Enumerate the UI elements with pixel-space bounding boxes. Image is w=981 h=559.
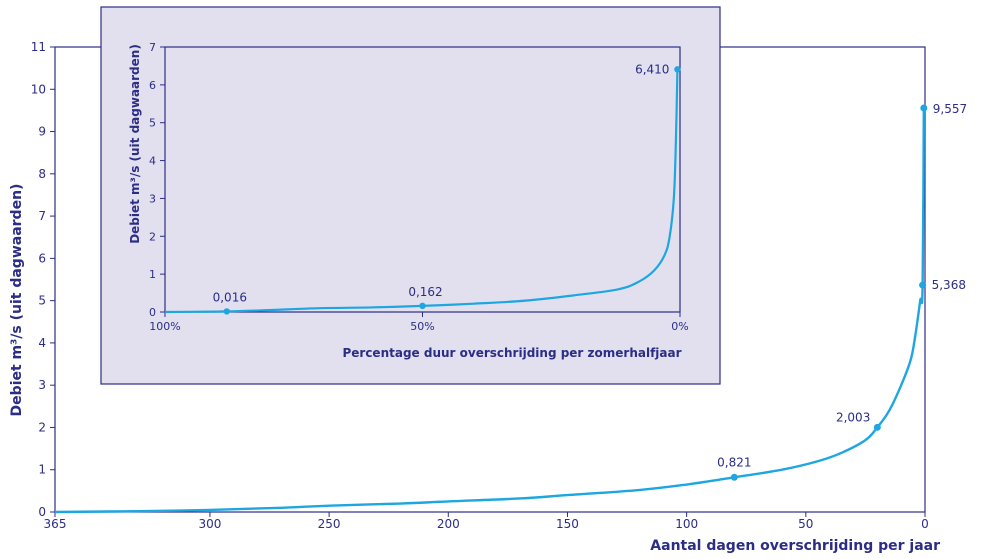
y-tick-label: 0 [149, 306, 156, 319]
y-tick-label: 7 [38, 209, 46, 223]
data-point-label: 2,003 [836, 410, 870, 424]
y-tick-label: 3 [149, 192, 156, 205]
data-point-marker [674, 66, 681, 73]
main-x-axis-label: Aantal dagen overschrijding per jaar [650, 538, 940, 554]
y-tick-label: 3 [38, 378, 46, 392]
main-series-line [54, 107, 926, 514]
x-tick-label: 0% [671, 320, 688, 333]
x-tick-label: 50 [798, 517, 813, 531]
x-tick-label: 150 [556, 517, 579, 531]
inset-x-axis-label: Percentage duur overschrijding per zomer… [342, 346, 681, 360]
inset-series-line [164, 69, 679, 314]
y-tick-label: 11 [31, 40, 46, 54]
x-tick-label: 50% [410, 320, 434, 333]
main-data-markers: 0,821 2,003 5,368 9,557 [717, 102, 967, 481]
inset-tick-labels: 0 1 2 3 4 5 6 7 100% 50% 0% [149, 41, 689, 333]
y-tick-label: 9 [38, 125, 46, 139]
y-tick-label: 8 [38, 167, 46, 181]
y-tick-label: 5 [149, 117, 156, 130]
inset-data-markers: 0,016 0,162 6,410 [213, 62, 681, 315]
x-tick-label: 250 [318, 517, 341, 531]
data-point-marker [730, 473, 738, 481]
data-point-label: 0,016 [213, 290, 247, 304]
x-tick-label: 300 [198, 517, 221, 531]
data-point-marker [919, 281, 927, 289]
inset-background [100, 6, 721, 385]
y-tick-label: 0 [38, 505, 46, 519]
data-point-label: 0,821 [717, 455, 751, 469]
data-point-marker [223, 308, 230, 315]
x-tick-label: 100% [149, 320, 180, 333]
data-point-label: 6,410 [635, 62, 669, 76]
y-tick-label: 2 [38, 420, 46, 434]
x-tick-label: 365 [44, 517, 67, 531]
y-tick-label: 1 [149, 268, 156, 281]
y-tick-label: 5 [38, 294, 46, 308]
data-point-marker [873, 423, 881, 431]
data-point-marker [419, 302, 426, 310]
y-tick-label: 10 [31, 82, 46, 96]
y-tick-label: 4 [38, 336, 46, 350]
main-y-axis-label: Debiet m³/s (uit dagwaarden) [9, 184, 25, 417]
x-tick-label: 200 [437, 517, 460, 531]
data-point-label: 9,557 [933, 102, 967, 116]
y-tick-label: 4 [149, 155, 156, 168]
data-point-label: 0,162 [408, 285, 442, 299]
data-point-label: 5,368 [932, 278, 966, 292]
inset-y-axis-label: Debiet m³/s (uit dagwaarden) [128, 44, 142, 244]
x-tick-label: 0 [921, 517, 929, 531]
y-tick-label: 7 [149, 41, 156, 54]
y-tick-label: 6 [149, 79, 156, 92]
data-point-marker [920, 104, 928, 112]
y-tick-label: 6 [38, 251, 46, 265]
y-tick-label: 2 [149, 230, 156, 243]
y-tick-label: 1 [38, 463, 46, 477]
x-tick-label: 100 [675, 517, 698, 531]
